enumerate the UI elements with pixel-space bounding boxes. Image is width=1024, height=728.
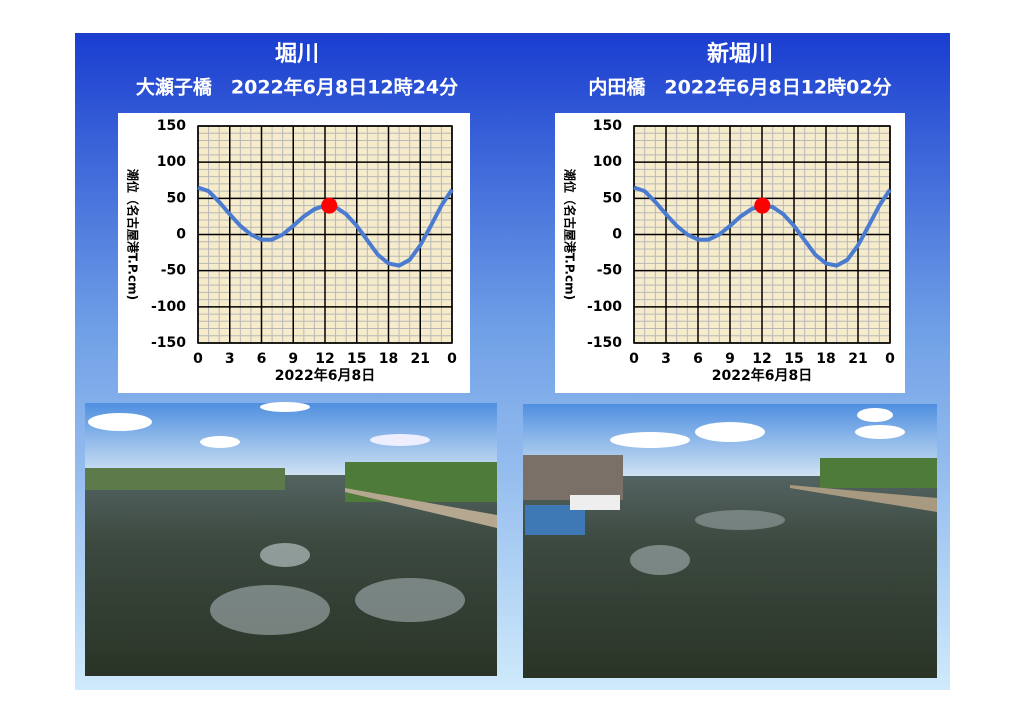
y-tick-label: 150 — [593, 118, 622, 134]
x-tick-label: 3 — [661, 351, 671, 367]
y-tick-label: 100 — [593, 154, 622, 170]
y-tick-label: 0 — [612, 227, 622, 243]
y-tick-label: -100 — [587, 299, 622, 315]
y-tick-label: 50 — [603, 190, 623, 206]
x-axis-label: 2022年6月8日 — [712, 367, 812, 384]
x-tick-label: 0 — [885, 351, 895, 367]
chart-subtitle: 大瀬子橋 2022年6月8日12時24分 — [136, 76, 458, 99]
plot-border — [197, 125, 453, 344]
x-tick-label: 0 — [193, 351, 203, 367]
photo-left — [85, 402, 497, 676]
y-tick-label: -150 — [587, 335, 622, 351]
y-axis-label: 潮位（名古屋港T.P.cm) — [126, 169, 141, 300]
x-tick-label: 18 — [379, 351, 398, 367]
chart-title: 堀川 — [275, 42, 319, 67]
y-tick-label: -150 — [151, 335, 186, 351]
chart-title: 新堀川 — [707, 41, 773, 67]
x-tick-label: 9 — [725, 351, 735, 367]
y-axis-label: 潮位（名古屋港T.P.cm) — [563, 169, 578, 300]
x-tick-label: 15 — [347, 351, 366, 367]
x-tick-label: 21 — [848, 351, 867, 367]
x-tick-label: 6 — [257, 351, 267, 367]
y-tick-label: -50 — [161, 263, 187, 279]
x-tick-label: 21 — [411, 351, 430, 367]
x-tick-label: 0 — [447, 351, 457, 367]
photo-right — [523, 404, 937, 678]
y-tick-label: -100 — [151, 299, 186, 315]
y-tick-label: 100 — [157, 154, 186, 170]
current-point — [321, 197, 338, 214]
x-axis-label: 2022年6月8日 — [275, 367, 375, 384]
y-tick-label: 150 — [157, 118, 186, 134]
x-tick-label: 12 — [752, 351, 771, 367]
x-tick-label: 6 — [693, 351, 703, 367]
chart-subtitle: 内田橋 2022年6月8日12時02分 — [588, 76, 891, 99]
x-tick-label: 9 — [288, 351, 298, 367]
y-tick-label: 0 — [176, 227, 186, 243]
y-tick-label: 50 — [167, 190, 187, 206]
x-tick-label: 12 — [315, 351, 334, 367]
plot-border — [633, 125, 891, 344]
x-tick-label: 3 — [225, 351, 235, 367]
x-tick-label: 15 — [784, 351, 803, 367]
x-tick-label: 0 — [629, 351, 639, 367]
y-tick-label: -50 — [597, 263, 623, 279]
current-point — [754, 197, 771, 214]
x-tick-label: 18 — [816, 351, 835, 367]
